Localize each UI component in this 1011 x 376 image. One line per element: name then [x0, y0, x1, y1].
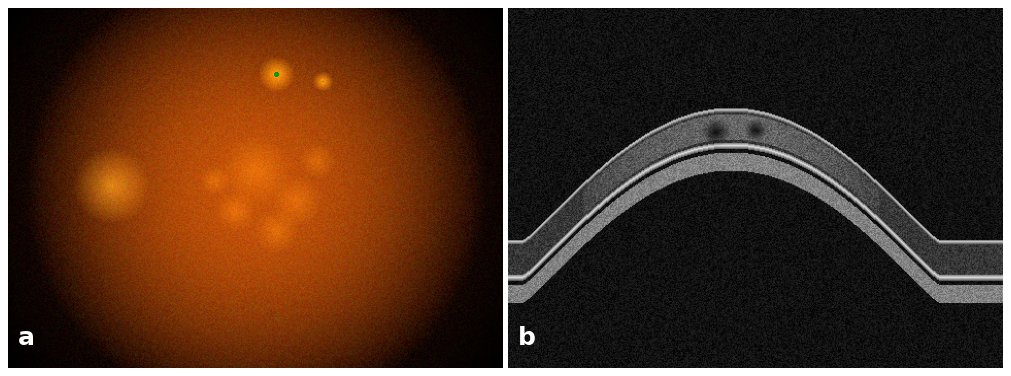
Text: a: a	[18, 326, 35, 350]
Text: b: b	[519, 326, 536, 350]
